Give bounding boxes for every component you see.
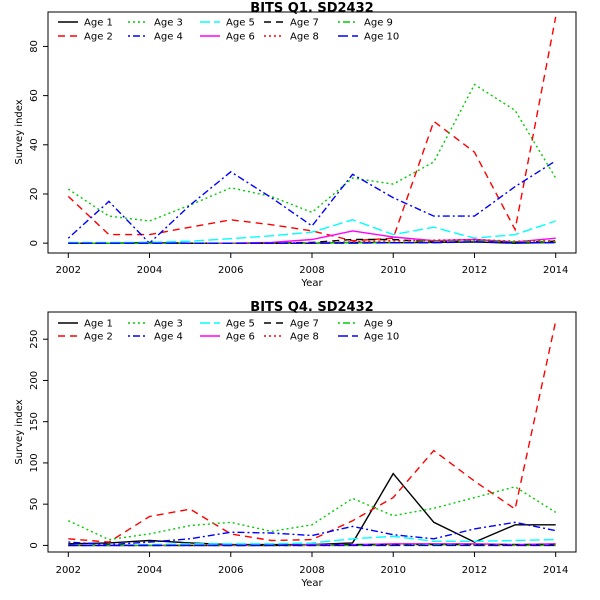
legend-label: Age 1 xyxy=(84,319,113,330)
legend-label: Age 6 xyxy=(226,332,255,343)
x-tick-label: 2008 xyxy=(299,265,324,276)
legend-label: Age 4 xyxy=(154,332,183,343)
series-line-age-5 xyxy=(68,219,556,244)
legend-label: Age 4 xyxy=(154,32,183,43)
legend-label: Age 10 xyxy=(364,332,399,343)
axis-ticks: 2002 2004 2006 2008 2010 2012 2014 0 50 100 150 200… xyxy=(29,330,568,576)
y-tick-label: 200 xyxy=(29,371,40,390)
legend-label: Age 9 xyxy=(364,319,393,330)
y-tick-label: 20 xyxy=(29,188,40,201)
legend-label: Age 3 xyxy=(154,18,183,29)
legend-label: Age 9 xyxy=(364,18,393,29)
series-line-age-10 xyxy=(68,241,556,244)
series-line-age-4 xyxy=(68,521,556,546)
legend-label: Age 8 xyxy=(290,32,319,43)
y-tick-label: 60 xyxy=(29,89,40,102)
x-tick-label: 2014 xyxy=(543,565,568,576)
x-tick-label: 2002 xyxy=(56,565,81,576)
x-tick-label: 2006 xyxy=(218,265,243,276)
y-tick-label: 80 xyxy=(29,40,40,53)
legend-label: Age 5 xyxy=(226,18,255,29)
legend: Age 1 Age 2 Age 3 Age 4 Age 5 Age 6 Age 7 Age 8… xyxy=(58,18,399,43)
legend: Age 1 Age 2 Age 3 Age 4 Age 5 Age 6 Age 7 Age 8… xyxy=(58,319,399,343)
y-tick-label: 250 xyxy=(29,330,40,349)
y-tick-label: 0 xyxy=(29,240,40,246)
series-line-age-3 xyxy=(67,83,557,222)
x-tick-label: 2010 xyxy=(381,565,406,576)
chart-q4: BITS Q4. SD2432 2002 2004 2006 2008 2010 2012… xyxy=(14,300,577,589)
series-line-age-2 xyxy=(67,16,557,242)
legend-label: Age 3 xyxy=(154,319,183,330)
legend-label: Age 2 xyxy=(84,32,113,43)
x-tick-label: 2006 xyxy=(218,565,243,576)
chart-title: BITS Q1. SD2432 xyxy=(250,1,373,16)
legend-label: Age 7 xyxy=(290,18,319,29)
x-tick-label: 2014 xyxy=(543,265,568,276)
x-tick-label: 2012 xyxy=(462,265,487,276)
y-tick-label: 100 xyxy=(29,453,40,472)
x-axis-label: Year xyxy=(300,278,323,289)
series-line-age-7 xyxy=(68,238,556,244)
x-tick-label: 2004 xyxy=(137,565,162,576)
x-tick-label: 2002 xyxy=(56,265,81,276)
legend-label: Age 5 xyxy=(226,319,255,330)
legend-label: Age 10 xyxy=(364,32,399,43)
y-tick-label: 150 xyxy=(29,412,40,431)
chart-q1: BITS Q1. SD2432 2002 2004 2006 2008 2010 2012… xyxy=(14,1,577,289)
legend-label: Age 7 xyxy=(290,319,319,330)
series-line-age-3 xyxy=(68,486,557,541)
x-tick-label: 2010 xyxy=(381,265,406,276)
series-line-age-2 xyxy=(68,320,557,543)
legend-label: Age 8 xyxy=(290,332,319,343)
legend-label: Age 6 xyxy=(226,32,255,43)
x-axis-label: Year xyxy=(300,578,323,589)
y-tick-label: 0 xyxy=(29,542,40,548)
legend-label: Age 2 xyxy=(84,332,113,343)
y-axis-label: Survey index xyxy=(14,99,25,164)
legend-label: Age 1 xyxy=(84,18,113,29)
y-axis-label: Survey index xyxy=(14,399,25,464)
x-tick-label: 2004 xyxy=(137,265,162,276)
y-tick-label: 40 xyxy=(29,138,40,151)
x-tick-label: 2012 xyxy=(462,565,487,576)
series-line-age-5 xyxy=(68,535,556,547)
chart-title: BITS Q4. SD2432 xyxy=(250,300,373,315)
axis-ticks: 2002 2004 2006 2008 2010 2012 2014 0 20 40 60 80 xyxy=(29,40,568,276)
x-tick-label: 2008 xyxy=(299,565,324,576)
series-lines xyxy=(68,320,557,547)
series-lines xyxy=(67,16,557,245)
y-tick-label: 50 xyxy=(29,498,40,511)
